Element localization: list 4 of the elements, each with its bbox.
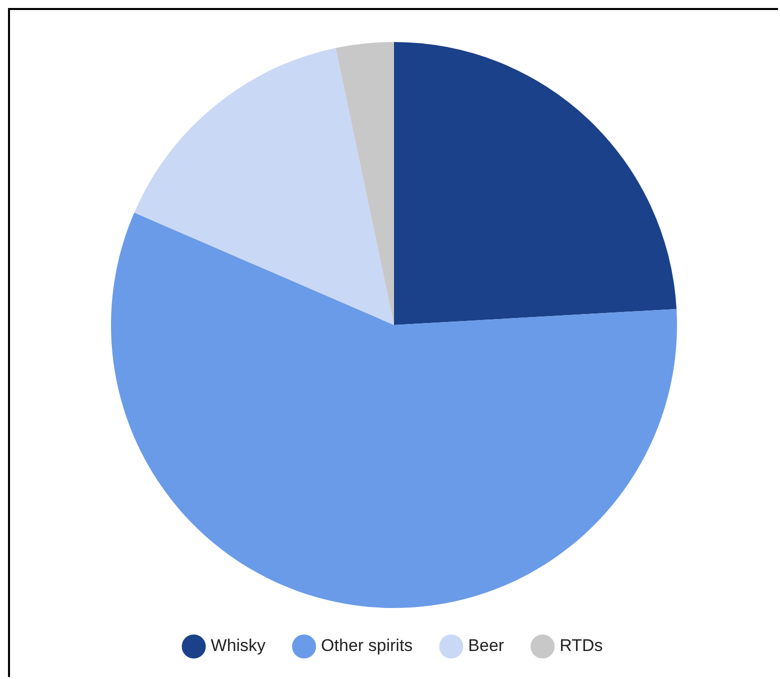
legend-label: Other spirits	[321, 636, 413, 656]
legend-label: RTDs	[560, 636, 603, 656]
legend-label: Whisky	[210, 636, 266, 656]
legend-label: Beer	[468, 636, 504, 656]
